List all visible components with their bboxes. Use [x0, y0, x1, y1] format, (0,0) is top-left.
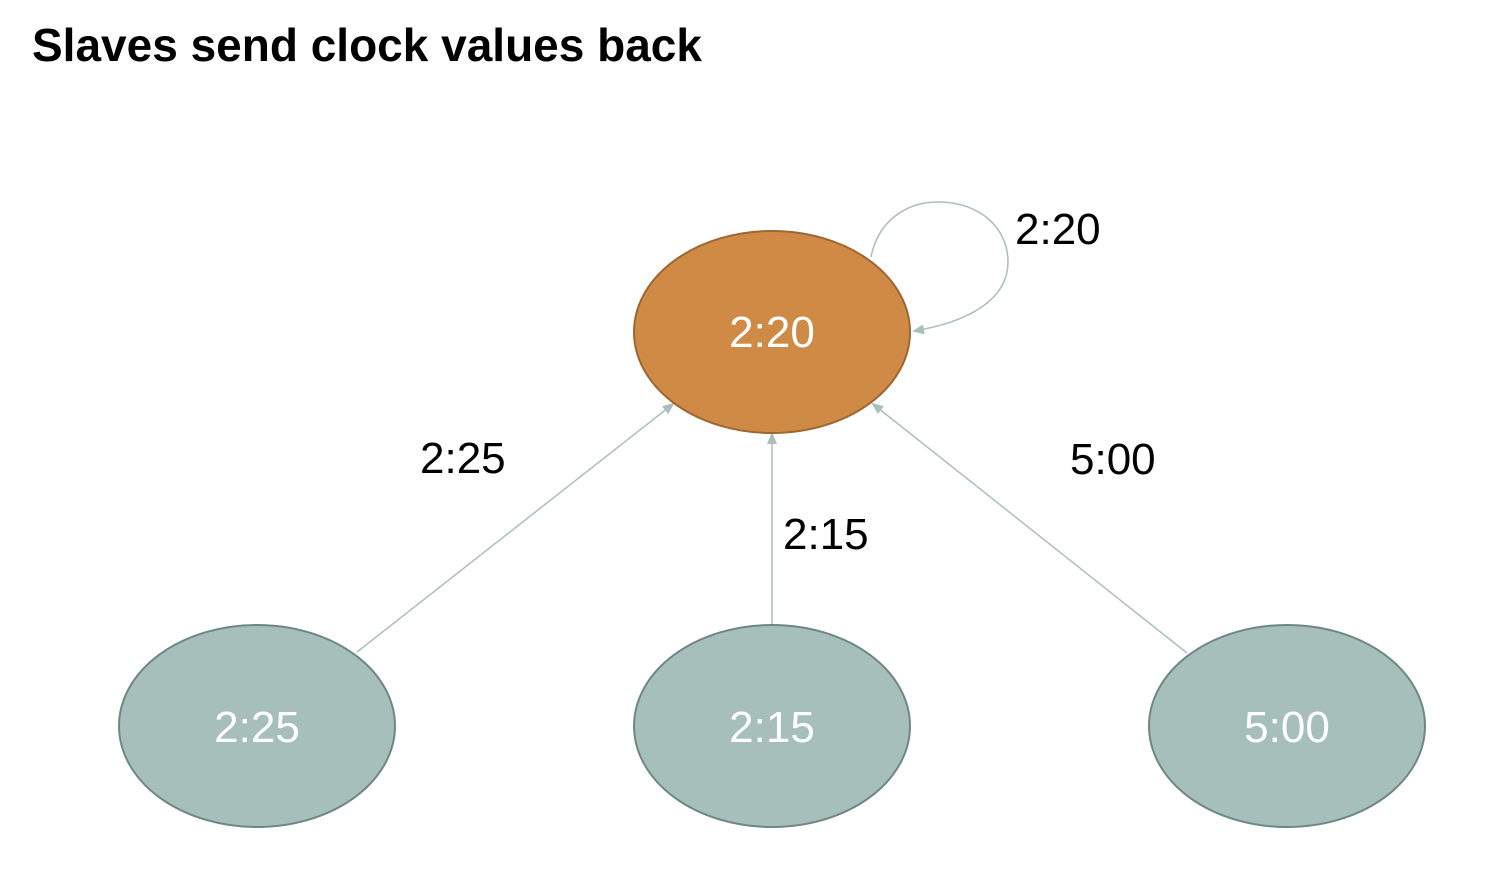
edge-left-to-master — [356, 402, 675, 653]
slave-node-right-shape — [1148, 624, 1426, 828]
slave-node-right: 5:00 — [1148, 624, 1426, 828]
slave-node-center-label: 2:15 — [729, 703, 815, 752]
master-node-label: 2:20 — [729, 308, 815, 357]
edge-center-label: 2:15 — [783, 510, 869, 559]
master-node: 2:20 — [633, 230, 911, 434]
edge-right-label: 5:00 — [1070, 435, 1156, 484]
slave-node-right-label: 5:00 — [1244, 703, 1330, 752]
edge-right-to-master — [871, 402, 1188, 654]
edge-left-label: 2:25 — [420, 434, 506, 483]
self-loop-arrow — [870, 201, 1009, 335]
edges — [356, 201, 1188, 654]
slave-node-left: 2:25 — [118, 624, 396, 828]
self-loop-label: 2:20 — [1015, 205, 1101, 254]
slave-node-left-shape — [118, 624, 396, 828]
slave-node-center-shape — [633, 624, 911, 828]
master-node-shape — [633, 230, 911, 434]
slave-node-left-label: 2:25 — [214, 703, 300, 752]
slave-node-center: 2:15 — [633, 624, 911, 828]
page-title: Slaves send clock values back — [32, 19, 702, 71]
